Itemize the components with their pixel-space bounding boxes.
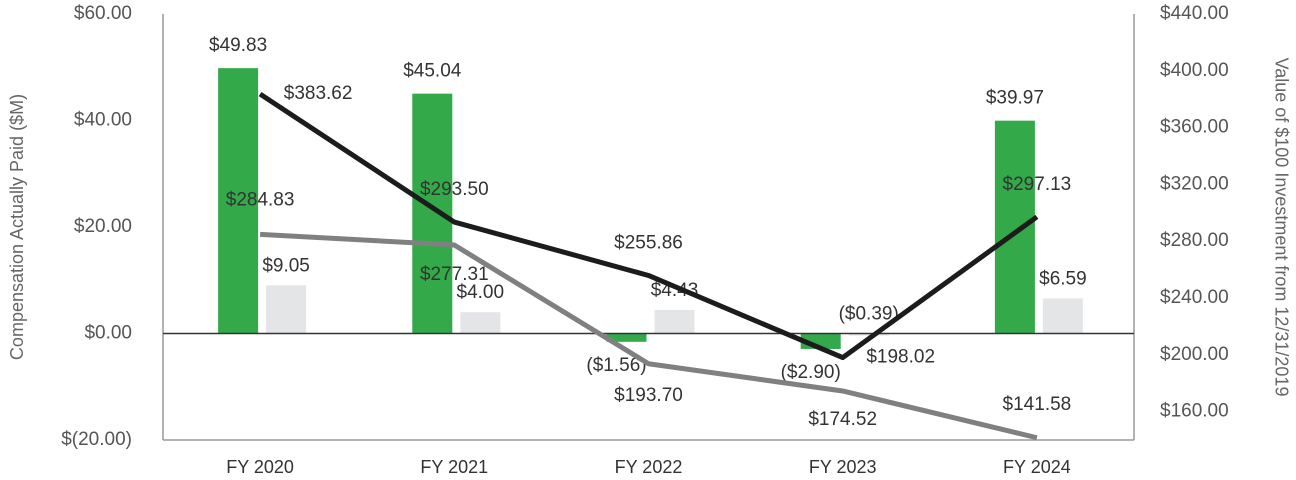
bar xyxy=(994,120,1035,334)
value-label: $49.83 xyxy=(209,35,267,56)
bar xyxy=(460,312,501,334)
value-label: $4.43 xyxy=(651,280,699,301)
x-tick-label: FY 2020 xyxy=(226,457,294,477)
value-label: $141.58 xyxy=(1003,394,1072,415)
value-label: $9.05 xyxy=(262,255,310,276)
y2-tick-label: $360.00 xyxy=(1160,117,1229,138)
x-tick-label: FY 2021 xyxy=(420,457,488,477)
value-label: $6.59 xyxy=(1039,268,1087,289)
bar xyxy=(266,285,307,334)
y2-tick-label: $240.00 xyxy=(1160,287,1229,308)
y2-tick-label: $200.00 xyxy=(1160,344,1229,365)
value-label: $45.04 xyxy=(403,61,462,82)
y-tick-label: $(20.00) xyxy=(61,429,132,450)
line xyxy=(259,231,1038,441)
value-label: $277.31 xyxy=(420,264,489,285)
y-tick-label: $60.00 xyxy=(74,3,132,24)
bar xyxy=(1042,298,1083,334)
value-label: $383.62 xyxy=(284,83,353,104)
line xyxy=(258,91,1039,361)
y2-tick-label: $400.00 xyxy=(1160,60,1229,81)
x-tick-label: FY 2023 xyxy=(809,457,877,477)
value-label: $39.97 xyxy=(986,88,1044,109)
bar xyxy=(848,333,889,336)
x-tick-label: FY 2024 xyxy=(1003,457,1071,477)
value-label: ($0.39) xyxy=(839,304,899,325)
y2-axis-title: Value of $100 Investment from 12/31/2019 xyxy=(1271,58,1291,397)
value-label: $198.02 xyxy=(866,347,935,368)
y-tick-label: $0.00 xyxy=(84,323,132,344)
bar xyxy=(654,309,695,334)
value-label: ($1.56) xyxy=(586,355,646,376)
value-label: ($2.90) xyxy=(781,362,841,383)
bar xyxy=(606,333,647,342)
bar xyxy=(412,93,453,334)
value-label: $255.86 xyxy=(614,232,683,253)
value-label: $4.00 xyxy=(457,282,505,303)
y-axis-title: Compensation Actually Paid ($M) xyxy=(7,94,27,360)
y2-tick-label: $160.00 xyxy=(1160,401,1229,422)
y2-tick-label: $440.00 xyxy=(1160,3,1229,24)
y2-tick-label: $320.00 xyxy=(1160,173,1229,194)
value-label: $293.50 xyxy=(420,179,489,200)
value-label: $297.13 xyxy=(1003,174,1072,195)
value-label: $174.52 xyxy=(808,409,877,430)
y-tick-label: $40.00 xyxy=(74,110,132,131)
y2-tick-label: $280.00 xyxy=(1160,230,1229,251)
value-label: $193.70 xyxy=(614,385,683,406)
value-label: $284.83 xyxy=(226,189,295,210)
x-tick-label: FY 2022 xyxy=(615,457,683,477)
bar xyxy=(218,68,259,334)
y-tick-label: $20.00 xyxy=(74,216,132,237)
